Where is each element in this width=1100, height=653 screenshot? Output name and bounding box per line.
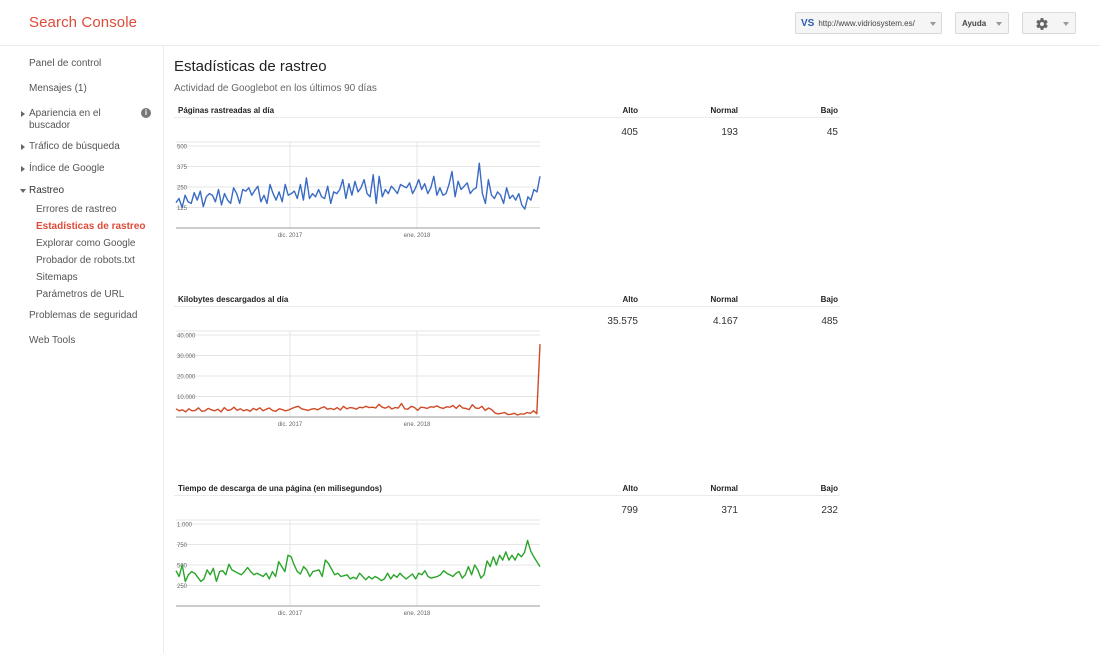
sidebar-item-dashboard[interactable]: Panel de control bbox=[29, 58, 102, 69]
col-label-high: Alto bbox=[622, 106, 638, 115]
chart-title: Kilobytes descargados al día bbox=[178, 295, 289, 304]
page-title: Estadísticas de rastreo bbox=[174, 58, 327, 75]
sidebar-item-url-parameters[interactable]: Parámetros de URL bbox=[36, 289, 125, 300]
sidebar-item-fetch-as-google[interactable]: Explorar como Google bbox=[36, 238, 136, 249]
col-label-low: Bajo bbox=[820, 106, 838, 115]
x-tick-label: ene. 2018 bbox=[404, 422, 431, 428]
top-header: Search Console VS http://www.vidriosyste… bbox=[0, 0, 1100, 46]
sidebar-item-crawl[interactable]: Rastreo bbox=[20, 185, 65, 197]
sidebar-item-google-index[interactable]: Índice de Google bbox=[21, 163, 105, 175]
site-badge: VS bbox=[801, 17, 815, 29]
series-line bbox=[175, 162, 541, 210]
chart-title: Páginas rastreadas al día bbox=[178, 106, 275, 115]
section-header: Kilobytes descargados al día Alto Normal… bbox=[174, 295, 840, 307]
chevron-down-icon bbox=[996, 22, 1002, 26]
stat-normal: 193 bbox=[721, 127, 738, 138]
sidebar-item-crawl-errors[interactable]: Errores de rastreo bbox=[36, 204, 117, 215]
sidebar-item-sitemaps[interactable]: Sitemaps bbox=[36, 272, 78, 283]
help-label: Ayuda bbox=[962, 18, 987, 28]
caret-right-icon bbox=[21, 166, 25, 172]
x-tick-label: dic. 2017 bbox=[278, 233, 303, 239]
sidebar: Panel de control Mensajes (1) Apariencia… bbox=[0, 46, 164, 653]
sidebar-item-security-issues[interactable]: Problemas de seguridad bbox=[29, 310, 138, 321]
y-tick-label: 125 bbox=[177, 206, 188, 212]
x-tick-label: ene. 2018 bbox=[404, 233, 431, 239]
sidebar-item-label: Tráfico de búsqueda bbox=[29, 141, 120, 152]
gear-icon bbox=[1036, 18, 1048, 30]
x-tick-label: ene. 2018 bbox=[404, 611, 431, 617]
y-tick-label: 1.000 bbox=[177, 523, 193, 529]
y-tick-label: 750 bbox=[177, 543, 188, 549]
stat-normal: 371 bbox=[721, 505, 738, 516]
series-line bbox=[175, 539, 541, 583]
x-tick-label: dic. 2017 bbox=[278, 611, 303, 617]
caret-right-icon bbox=[21, 144, 25, 150]
settings-button[interactable] bbox=[1022, 12, 1076, 34]
site-selector[interactable]: VS http://www.vidriosystem.es/ bbox=[795, 12, 942, 34]
sidebar-item-search-traffic[interactable]: Tráfico de búsqueda bbox=[21, 141, 120, 153]
line-chart-kilobytes: 40.000 30.000 20.000 10.000 dic. 2017 ene. 20… bbox=[174, 325, 544, 433]
chart-svg: 500 375 250 125 dic. 2017 ene. 2018 bbox=[175, 141, 541, 239]
stat-normal: 4.167 bbox=[712, 316, 738, 327]
col-label-high: Alto bbox=[622, 295, 638, 304]
chart-title: Tiempo de descarga de una página (en mil… bbox=[178, 484, 382, 493]
x-tick-label: dic. 2017 bbox=[278, 422, 303, 428]
col-label-low: Bajo bbox=[820, 295, 838, 304]
info-icon[interactable]: i bbox=[141, 108, 151, 118]
sidebar-item-label: Apariencia en el buscador bbox=[29, 108, 101, 131]
chart-svg: 40.000 30.000 20.000 10.000 dic. 2017 ene. 20… bbox=[175, 330, 541, 428]
sidebar-item-label: Índice de Google bbox=[29, 163, 105, 174]
sidebar-item-web-tools[interactable]: Web Tools bbox=[29, 335, 76, 346]
sidebar-item-crawl-stats[interactable]: Estadísticas de rastreo bbox=[36, 221, 146, 232]
help-button[interactable]: Ayuda bbox=[955, 12, 1009, 34]
stat-low: 232 bbox=[821, 505, 838, 516]
stat-high: 799 bbox=[621, 505, 638, 516]
stat-low: 45 bbox=[826, 127, 838, 138]
app-logo[interactable]: Search Console bbox=[29, 14, 138, 31]
y-tick-label: 250 bbox=[177, 186, 188, 192]
section-header: Páginas rastreadas al día Alto Normal Ba… bbox=[174, 106, 840, 118]
y-tick-label: 30.000 bbox=[177, 354, 196, 360]
chevron-down-icon bbox=[930, 22, 936, 26]
col-label-low: Bajo bbox=[820, 484, 838, 493]
y-tick-label: 250 bbox=[177, 584, 188, 590]
stat-low: 485 bbox=[821, 316, 838, 327]
col-label-high: Alto bbox=[622, 484, 638, 493]
series-line bbox=[175, 344, 541, 416]
y-tick-label: 375 bbox=[177, 165, 188, 171]
line-chart-download-time: 1.000 750 500 250 dic. 2017 ene. 2018 bbox=[174, 514, 544, 622]
y-tick-label: 500 bbox=[177, 145, 188, 151]
col-label-normal: Normal bbox=[710, 295, 738, 304]
stat-high: 35.575 bbox=[607, 316, 638, 327]
sidebar-item-label: Rastreo bbox=[29, 185, 65, 196]
sidebar-item-messages[interactable]: Mensajes (1) bbox=[29, 83, 87, 94]
col-label-normal: Normal bbox=[710, 484, 738, 493]
line-chart-pages: 500 375 250 125 dic. 2017 ene. 2018 bbox=[174, 136, 544, 244]
col-label-normal: Normal bbox=[710, 106, 738, 115]
y-tick-label: 20.000 bbox=[177, 375, 196, 381]
sidebar-item-robots-tester[interactable]: Probador de robots.txt bbox=[36, 255, 135, 266]
y-tick-label: 40.000 bbox=[177, 334, 196, 340]
y-tick-label: 10.000 bbox=[177, 395, 196, 401]
section-header: Tiempo de descarga de una página (en mil… bbox=[174, 484, 840, 496]
page-subtitle: Actividad de Googlebot en los últimos 90… bbox=[174, 83, 377, 94]
caret-down-icon bbox=[20, 189, 26, 193]
chevron-down-icon bbox=[1063, 22, 1069, 26]
stat-high: 405 bbox=[621, 127, 638, 138]
sidebar-item-search-appearance[interactable]: Apariencia en el buscador bbox=[21, 108, 129, 132]
site-url: http://www.vidriosystem.es/ bbox=[818, 18, 915, 28]
caret-right-icon bbox=[21, 111, 25, 117]
